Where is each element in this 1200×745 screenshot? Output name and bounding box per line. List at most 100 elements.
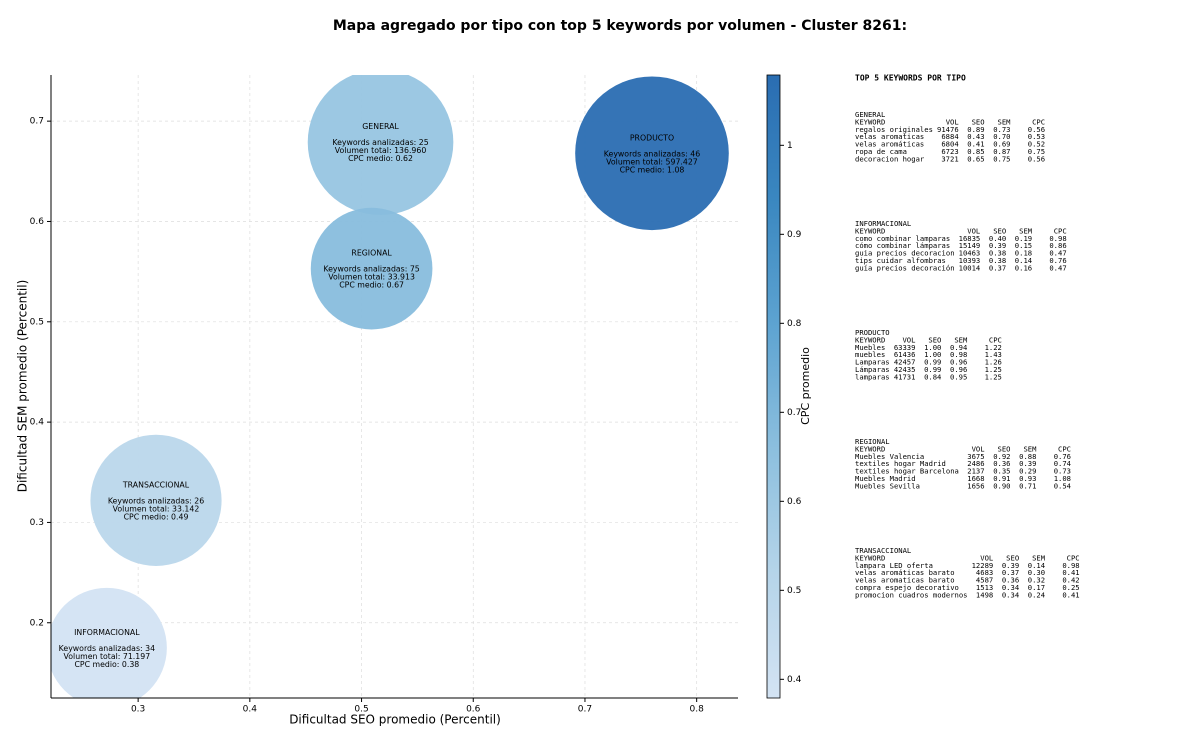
panel-cell: 61436 <box>894 350 916 359</box>
panel-header: CPC <box>989 335 1002 344</box>
panel-group-name: PRODUCTO <box>855 328 890 337</box>
panel-cell: ropa de cama <box>855 147 907 156</box>
panel-header: SEM <box>1032 553 1046 562</box>
panel-cell: 1.25 <box>985 365 1002 374</box>
panel-cell: 0.19 <box>1015 234 1032 243</box>
panel-cell: promocion cuadros modernos <box>855 590 968 599</box>
panel-cell: 4683 <box>976 568 993 577</box>
panel-cell: 63339 <box>894 343 916 352</box>
panel-cell: velas aromaticas <box>855 132 924 141</box>
panel-header: VOL <box>967 226 980 235</box>
panel-cell: Muebles Sevilla <box>855 481 920 490</box>
bubble-name: GENERAL <box>362 122 399 131</box>
panel-header: VOL <box>972 444 985 453</box>
panel-cell: 0.84 <box>924 372 941 381</box>
panel-header: SEO <box>928 335 941 344</box>
panel-cell: 15149 <box>959 241 981 250</box>
panel-cell: 1.00 <box>924 343 941 352</box>
panel-header: VOL <box>980 553 993 562</box>
panel-cell: 2137 <box>967 467 984 476</box>
x-tick-label: 0.8 <box>690 705 705 715</box>
panel-cell: 0.41 <box>967 140 984 149</box>
panel-header: KEYWORD <box>855 226 885 235</box>
panel-cell: 0.47 <box>1049 249 1066 258</box>
panel-group-name: INFORMACIONAL <box>855 219 911 228</box>
y-axis-label: Dificultad SEM promedio (Percentil) <box>16 280 30 493</box>
panel-cell: 0.47 <box>1049 263 1066 272</box>
colorbar-tick-label: 1 <box>787 141 793 151</box>
panel-cell: guia precios decoracion <box>855 249 955 258</box>
panel-header: SEM <box>1023 444 1037 453</box>
y-tick-label: 0.4 <box>30 418 45 428</box>
panel-cell: 0.93 <box>1019 474 1036 483</box>
panel-cell: 0.14 <box>1015 256 1032 265</box>
bubble <box>575 76 729 231</box>
panel-header: SEM <box>998 117 1012 126</box>
panel-title: TOP 5 KEYWORDS POR TIPO <box>855 74 966 83</box>
panel-cell: 42457 <box>894 358 916 367</box>
panel-cell: 0.85 <box>967 147 984 156</box>
panel-header: CPC <box>1054 226 1067 235</box>
panel-cell: 0.90 <box>993 481 1010 490</box>
panel-cell: 4587 <box>976 576 993 585</box>
panel-cell: 0.98 <box>1062 561 1079 570</box>
panel-cell: 0.73 <box>993 125 1010 134</box>
panel-cell: 0.17 <box>1028 583 1045 592</box>
panel-cell: velas aromáticas barato <box>855 568 955 577</box>
x-tick-label: 0.3 <box>131 705 145 715</box>
panel-cell: 0.96 <box>950 358 967 367</box>
x-tick-label: 0.7 <box>578 705 592 715</box>
panel-cell: 0.39 <box>989 241 1006 250</box>
panel-cell: 0.16 <box>1015 263 1032 272</box>
panel-cell: 0.95 <box>950 372 967 381</box>
panel-cell: 0.37 <box>1002 568 1019 577</box>
panel-cell: 0.75 <box>1028 147 1045 156</box>
panel-header: SEO <box>998 444 1011 453</box>
bubble-name: PRODUCTO <box>630 133 674 142</box>
chart-title: Mapa agregado por tipo con top 5 keyword… <box>333 18 907 34</box>
panel-cell: 0.98 <box>1049 234 1066 243</box>
panel-header: SEM <box>1019 226 1033 235</box>
bubble-label: CPC medio: 0.49 <box>124 512 189 521</box>
panel-cell: 1498 <box>976 590 993 599</box>
colorbar-tick-label: 0.5 <box>787 586 801 596</box>
panel-cell: muebles <box>855 350 885 359</box>
bubble-label: Volumen total: 597.427 <box>606 157 698 166</box>
bubble-label: Volumen total: 136.960 <box>335 146 427 155</box>
panel-cell: Muebles Madrid <box>855 474 916 483</box>
panel-cell: 0.24 <box>1028 590 1045 599</box>
panel-group-name: GENERAL <box>855 110 885 119</box>
bubble-label: Volumen total: 33.913 <box>328 273 415 282</box>
panel-cell: 0.71 <box>1019 481 1036 490</box>
panel-cell: 10393 <box>959 256 981 265</box>
panel-cell: 1.00 <box>924 350 941 359</box>
panel-cell: 6804 <box>941 140 958 149</box>
panel-cell: 91476 <box>937 125 959 134</box>
panel-cell: textiles hogar Madrid <box>855 459 946 468</box>
panel-cell: 0.56 <box>1028 154 1045 163</box>
y-tick-label: 0.7 <box>30 117 44 127</box>
panel-cell: 0.35 <box>993 467 1010 476</box>
bubble-label: Keywords analizadas: 46 <box>604 149 700 158</box>
panel-cell: 0.96 <box>950 365 967 374</box>
panel-cell: 0.38 <box>989 256 1006 265</box>
colorbar-label: CPC promedio <box>799 347 812 425</box>
panel-header: CPC <box>1058 444 1071 453</box>
panel-cell: 0.76 <box>1054 452 1071 461</box>
panel-cell: 0.74 <box>1054 459 1071 468</box>
panel-cell: 0.98 <box>950 350 967 359</box>
panel-cell: 0.18 <box>1015 249 1032 258</box>
panel-cell: 0.53 <box>1028 132 1045 141</box>
panel-cell: 3721 <box>941 154 958 163</box>
panel-cell: 0.88 <box>1019 452 1036 461</box>
panel-header: KEYWORD <box>855 444 885 453</box>
bubble-label: Keywords analizadas: 75 <box>323 265 419 274</box>
panel-cell: 12289 <box>972 561 994 570</box>
panel-cell: 1.26 <box>985 358 1002 367</box>
panel-header: KEYWORD <box>855 117 885 126</box>
panel-cell: 0.41 <box>1062 568 1079 577</box>
panel-cell: 10014 <box>959 263 981 272</box>
panel-cell: textiles hogar Barcelona <box>855 467 959 476</box>
